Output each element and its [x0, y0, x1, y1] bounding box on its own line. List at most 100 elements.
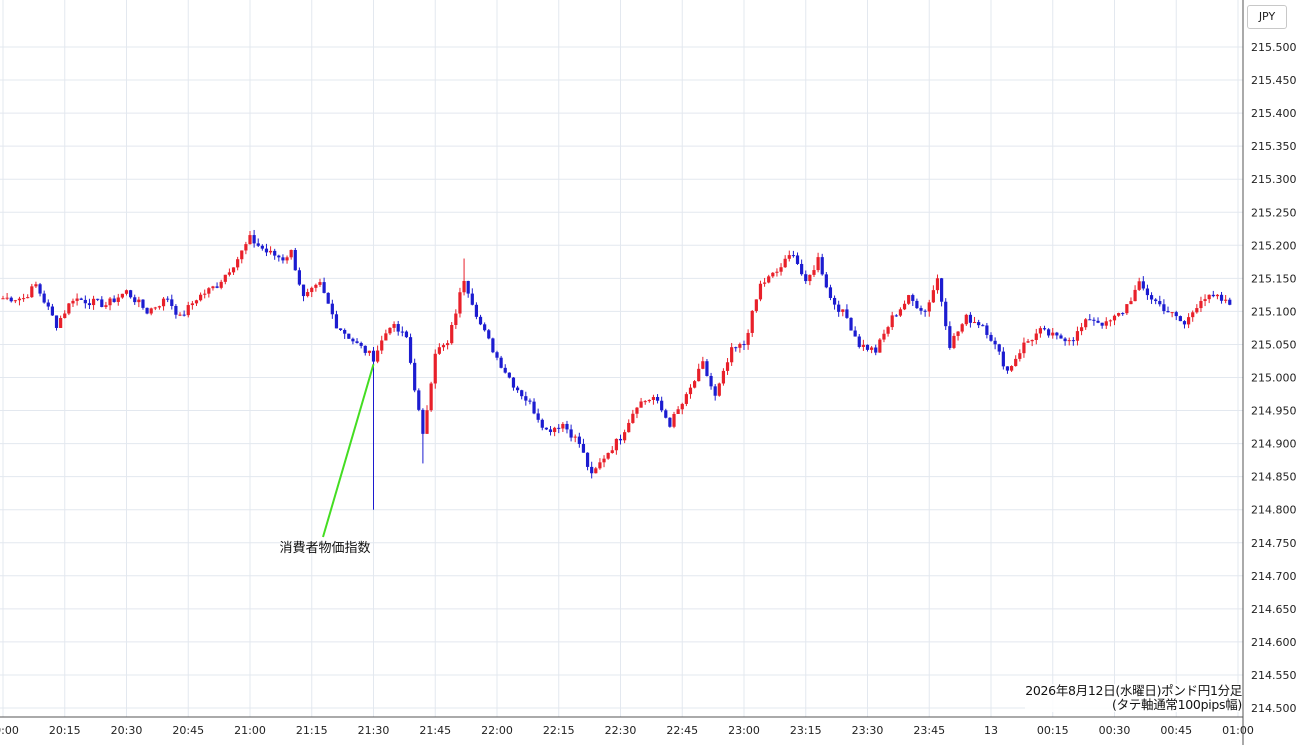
- x-tick-label: 23:30: [852, 724, 884, 737]
- candle-body: [1112, 315, 1117, 321]
- candle-body: [828, 287, 833, 298]
- candle-body: [894, 315, 898, 317]
- candle-body: [133, 297, 137, 303]
- candle-body: [211, 286, 215, 289]
- y-tick-label: 214.650: [1251, 603, 1297, 616]
- x-tick-label: 21:15: [296, 724, 328, 737]
- candle-body: [820, 257, 824, 275]
- candle-body: [9, 297, 13, 302]
- candle-body: [240, 250, 244, 260]
- candle-body: [166, 298, 170, 300]
- candle-body: [1067, 340, 1071, 342]
- candle-body: [17, 298, 22, 301]
- candle-body: [396, 324, 400, 332]
- candle-body: [376, 350, 380, 362]
- candle-body: [742, 344, 746, 346]
- candle-body: [34, 284, 38, 287]
- candle-body: [388, 327, 392, 334]
- y-tick-label: 215.400: [1251, 107, 1297, 120]
- candle-body: [46, 302, 50, 307]
- candle-body: [902, 303, 907, 310]
- candle-body: [977, 322, 981, 326]
- candle-body: [865, 344, 870, 350]
- candle-body: [441, 345, 446, 348]
- candle-body: [1026, 341, 1030, 343]
- candle-body: [1125, 304, 1129, 314]
- candle-body: [433, 353, 437, 384]
- candle-body: [1084, 319, 1088, 328]
- candle-body: [824, 274, 828, 288]
- x-tick-label: 13: [984, 724, 998, 737]
- candle-body: [614, 438, 618, 451]
- caption-line-2: (タテ軸通常100pips幅): [1112, 697, 1242, 712]
- candle-body: [194, 300, 199, 304]
- candle-body: [289, 249, 293, 258]
- x-tick-label: 22:15: [543, 724, 575, 737]
- candle-body: [108, 298, 112, 306]
- candle-body: [87, 303, 92, 306]
- candle-body: [281, 257, 285, 261]
- candle-body: [75, 298, 79, 301]
- candle-body: [1034, 333, 1038, 340]
- candle-body: [655, 397, 660, 401]
- candle-body: [380, 340, 384, 351]
- candle-body: [795, 255, 800, 264]
- candle-body: [721, 370, 726, 384]
- candle-body: [203, 293, 207, 295]
- candle-body: [631, 413, 635, 423]
- candle-body: [754, 299, 758, 311]
- candle-body: [408, 337, 413, 363]
- candle-body: [668, 417, 672, 427]
- candle-body: [83, 299, 87, 304]
- candle-body: [857, 336, 861, 347]
- candle-body: [67, 303, 71, 314]
- candle-body: [273, 250, 277, 256]
- x-tick-label: 00:15: [1037, 724, 1069, 737]
- candle-body: [310, 287, 314, 293]
- candle-body: [149, 308, 153, 314]
- candle-body: [178, 314, 182, 316]
- candle-body: [540, 419, 544, 428]
- candle-body: [1092, 319, 1096, 321]
- x-tick-label: 01:00: [1222, 724, 1254, 737]
- candle-body: [1096, 320, 1100, 323]
- candle-body: [923, 310, 927, 312]
- candle-body: [553, 427, 557, 433]
- candle-body: [1014, 358, 1018, 367]
- candle-body: [38, 284, 42, 294]
- candle-body: [779, 267, 783, 272]
- currency-badge[interactable]: JPY: [1247, 5, 1287, 29]
- candle-body: [565, 423, 569, 430]
- x-tick-label: 21:45: [419, 724, 451, 737]
- candle-body: [450, 324, 454, 344]
- candle-body: [964, 314, 968, 325]
- candle-body: [911, 295, 915, 301]
- candle-body: [693, 381, 697, 388]
- candle-body: [1224, 299, 1228, 301]
- candle-body: [30, 286, 34, 298]
- candle-body: [861, 344, 865, 347]
- candle-body: [660, 400, 664, 411]
- candle-body: [466, 280, 470, 294]
- candle-body: [1195, 308, 1199, 313]
- candle-body: [474, 304, 479, 317]
- candle-body: [886, 327, 890, 334]
- candle-body: [808, 274, 812, 282]
- candle-body: [392, 324, 396, 328]
- candle-body: [874, 347, 878, 353]
- caption-line-1: 2026年8月12日(水曜日)ポンド円1分足: [1025, 683, 1242, 698]
- y-tick-label: 214.500: [1251, 702, 1297, 715]
- y-tick-label: 214.850: [1251, 471, 1297, 484]
- candle-body: [227, 272, 232, 275]
- candle-body: [734, 347, 738, 349]
- candle-body: [264, 248, 269, 253]
- x-tick-label: 22:45: [666, 724, 698, 737]
- candle-body: [1047, 329, 1051, 336]
- candle-body: [318, 282, 322, 285]
- candle-body: [952, 335, 956, 348]
- candle-body: [256, 243, 260, 246]
- candle-body: [816, 257, 820, 271]
- annotation-label: 消費者物価指数: [279, 541, 370, 556]
